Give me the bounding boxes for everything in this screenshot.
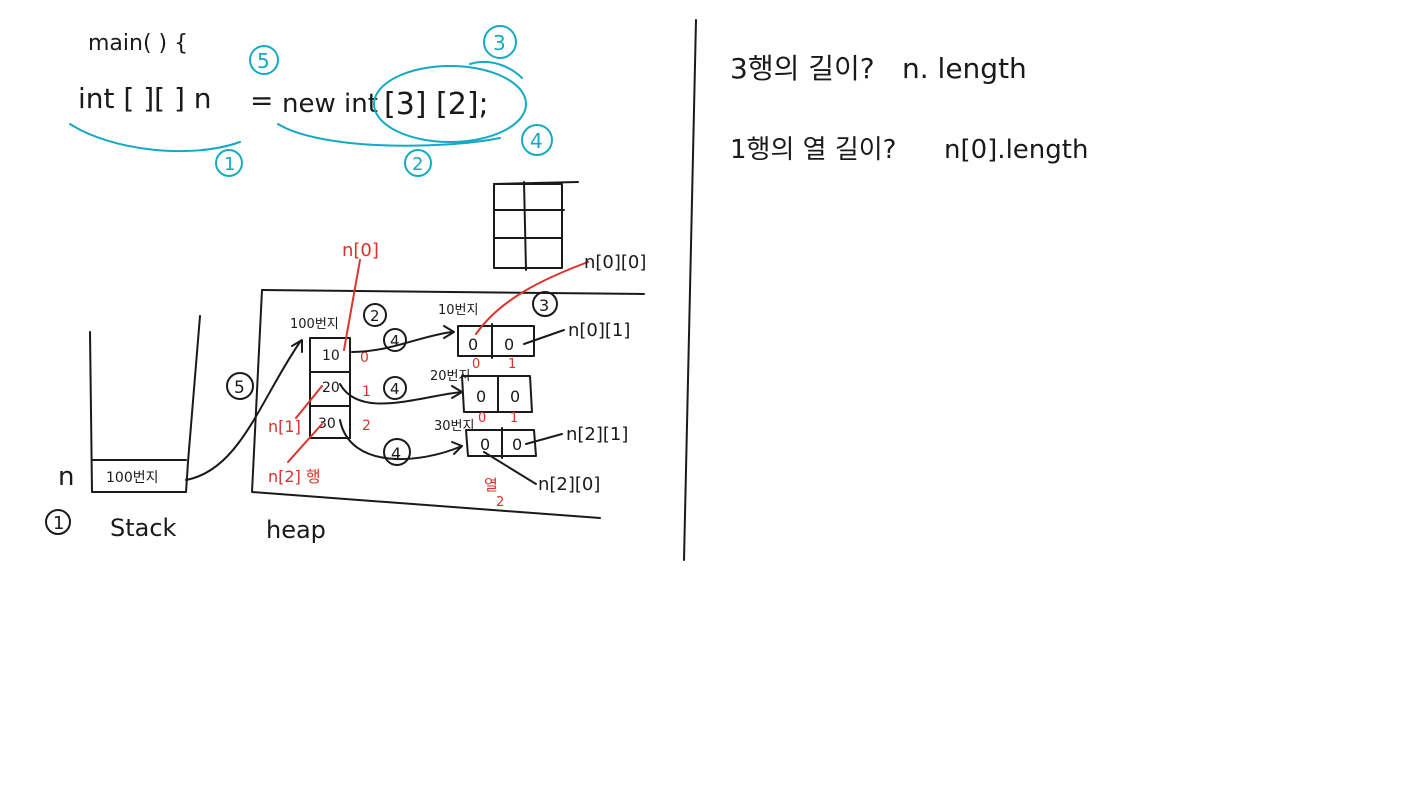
row-reference-array bbox=[309, 337, 351, 439]
label-n01: n[0][1] bbox=[568, 320, 630, 341]
step-one-circle: 1 bbox=[45, 509, 71, 535]
note-answer-rows: n. length bbox=[902, 52, 1027, 85]
row-array-2 bbox=[465, 427, 537, 459]
arrow-stack-to-heap bbox=[185, 341, 301, 481]
grid-sketch bbox=[493, 181, 579, 271]
label-n1: n[1] bbox=[268, 417, 301, 436]
step-four-circle-b: 4 bbox=[383, 376, 407, 400]
arrow-row-0 bbox=[351, 331, 453, 353]
label-n21: n[2][1] bbox=[566, 424, 628, 445]
heap-area bbox=[251, 289, 645, 519]
address-30: 30번지 bbox=[434, 419, 474, 434]
code-dimensions: [3] [2]; bbox=[384, 87, 489, 122]
svg-text:1: 1 bbox=[224, 154, 235, 175]
row-ref-30: 30 bbox=[318, 416, 336, 432]
row-index-1: 1 bbox=[362, 384, 371, 400]
cell-1-0: 0 bbox=[476, 387, 486, 406]
svg-text:4: 4 bbox=[530, 129, 543, 153]
row-array-1 bbox=[461, 375, 533, 413]
step-three-circle: 3 bbox=[532, 291, 558, 317]
label-n20: n[2][0] bbox=[538, 474, 600, 495]
label-col: 열 bbox=[484, 476, 498, 494]
col-index-1-top: 1 bbox=[508, 357, 516, 372]
code-equals: = bbox=[250, 84, 273, 117]
row-index-2: 2 bbox=[362, 418, 371, 434]
note-question-cols: 1행의 열 길이? bbox=[730, 135, 896, 165]
label-n2-row: n[2] 행 bbox=[268, 467, 321, 486]
marker-two: 2 bbox=[404, 149, 432, 177]
arc-dimension-three bbox=[469, 60, 523, 79]
step-two-circle: 2 bbox=[363, 303, 387, 327]
svg-text:3: 3 bbox=[493, 31, 506, 55]
arrow-row-2 bbox=[339, 419, 463, 460]
pointer-n00 bbox=[475, 261, 589, 335]
cell-2-1: 0 bbox=[512, 435, 522, 454]
address-100: 100번지 bbox=[290, 317, 339, 332]
col-index-0-top: 0 bbox=[472, 357, 480, 372]
note-answer-cols: n[0].length bbox=[944, 135, 1088, 165]
row-index-0: 0 bbox=[360, 350, 369, 366]
label-n00: n[0][0] bbox=[584, 252, 646, 273]
row-ref-20: 20 bbox=[322, 380, 340, 396]
cell-0-0: 0 bbox=[468, 335, 478, 354]
col-index-1-mid: 1 bbox=[510, 411, 518, 426]
col-index-0-mid: 0 bbox=[478, 411, 486, 426]
note-question-rows: 3행의 길이? bbox=[730, 52, 875, 85]
svg-text:5: 5 bbox=[257, 49, 270, 73]
circle-dimensions bbox=[373, 65, 527, 143]
label-n0: n[0] bbox=[342, 240, 379, 261]
row-ref-10: 10 bbox=[322, 348, 340, 364]
address-20: 20번지 bbox=[430, 369, 470, 384]
svg-text:4: 4 bbox=[390, 332, 400, 350]
stack-area bbox=[89, 315, 201, 493]
svg-text:3: 3 bbox=[539, 296, 549, 315]
label-col-number: 2 bbox=[496, 495, 504, 510]
marker-four: 4 bbox=[521, 124, 553, 156]
svg-text:2: 2 bbox=[412, 154, 423, 175]
stack-label: Stack bbox=[110, 514, 177, 542]
code-main-line: main( ) { bbox=[88, 31, 188, 56]
arrow-row-1 bbox=[339, 383, 463, 405]
cell-1-1: 0 bbox=[510, 387, 520, 406]
divider-line bbox=[683, 19, 697, 561]
code-new-int: new int bbox=[282, 89, 378, 119]
cell-0-1: 0 bbox=[504, 335, 514, 354]
step-four-circle-a: 4 bbox=[383, 328, 407, 352]
underline-new-expression bbox=[277, 123, 501, 147]
marker-one: 1 bbox=[215, 149, 243, 177]
pointer-n0 bbox=[343, 259, 361, 351]
stack-variable-n: n bbox=[58, 462, 74, 492]
stack-value-address: 100번지 bbox=[106, 470, 158, 486]
svg-text:1: 1 bbox=[53, 513, 64, 534]
underline-declaration bbox=[69, 123, 241, 153]
cell-2-0: 0 bbox=[480, 435, 490, 454]
marker-five: 5 bbox=[249, 45, 279, 75]
svg-text:2: 2 bbox=[370, 307, 380, 325]
svg-text:4: 4 bbox=[391, 444, 401, 463]
svg-text:5: 5 bbox=[234, 378, 245, 398]
row-array-0 bbox=[457, 323, 535, 359]
code-declaration: int [ ][ ] n bbox=[78, 82, 212, 115]
heap-label: heap bbox=[266, 516, 326, 544]
address-10: 10번지 bbox=[438, 303, 478, 318]
step-five-circle: 5 bbox=[226, 372, 254, 400]
marker-three: 3 bbox=[483, 25, 517, 59]
step-four-circle-c: 4 bbox=[383, 438, 411, 466]
svg-text:4: 4 bbox=[390, 380, 400, 398]
